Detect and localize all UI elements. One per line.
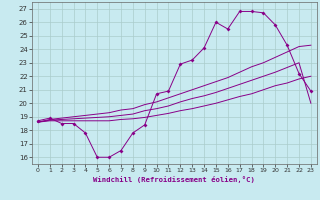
X-axis label: Windchill (Refroidissement éolien,°C): Windchill (Refroidissement éolien,°C) — [93, 176, 255, 183]
